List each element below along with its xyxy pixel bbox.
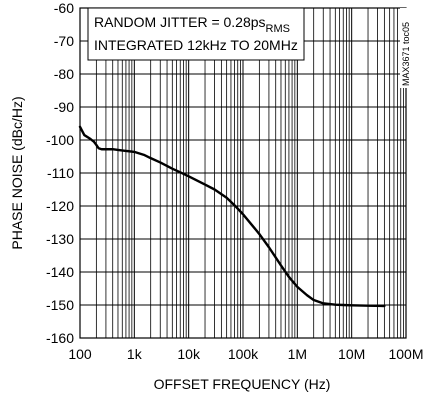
x-tick-label: 100	[68, 346, 92, 362]
x-tick-label: 10k	[177, 346, 201, 362]
y-tick-label: -120	[46, 198, 74, 214]
annotation-line-1-main: RANDOM JITTER = 0.28ps	[94, 14, 266, 30]
y-tick-label: -140	[46, 264, 74, 280]
x-tick-label: 1k	[127, 346, 143, 362]
x-tick-labels: 100 1k 10k 100k 1M 10M 100M	[68, 346, 423, 362]
annotation-box	[87, 7, 305, 61]
x-tick-label: 100k	[228, 346, 259, 362]
annotation-line-1: RANDOM JITTER = 0.28psRMS	[94, 14, 290, 35]
y-tick-label: -80	[54, 66, 74, 82]
y-tick-label: -150	[46, 297, 74, 313]
y-tick-label: -110	[47, 165, 74, 181]
x-axis-title: OFFSET FREQUENCY (Hz)	[154, 376, 331, 392]
figure-id: MAX3671 toc05	[401, 22, 411, 86]
x-tick-label: 10M	[338, 346, 365, 362]
y-tick-label: -130	[46, 231, 74, 247]
y-tick-label: -60	[54, 0, 74, 16]
series-group	[78, 125, 386, 308]
y-axis-title: PHASE NOISE (dBc/Hz)	[9, 96, 25, 249]
y-tick-labels: -60 -70 -80 -90 -100 -110 -120 -130 -140 -150 -160	[46, 0, 74, 346]
annotation-line-1-sub: RMS	[266, 23, 290, 35]
annotation-line-2: INTEGRATED 12kHz TO 20MHz	[94, 37, 298, 53]
y-tick-label: -100	[46, 132, 74, 148]
y-tick-label: -70	[54, 33, 74, 49]
phase-noise-curve	[78, 125, 386, 308]
x-tick-label: 1M	[288, 346, 307, 362]
grid	[80, 8, 406, 338]
y-tick-label: -90	[54, 99, 74, 115]
y-tick-label: -160	[46, 330, 74, 346]
x-tick-label: 100M	[388, 346, 423, 362]
figure-id-bg	[400, 8, 412, 88]
